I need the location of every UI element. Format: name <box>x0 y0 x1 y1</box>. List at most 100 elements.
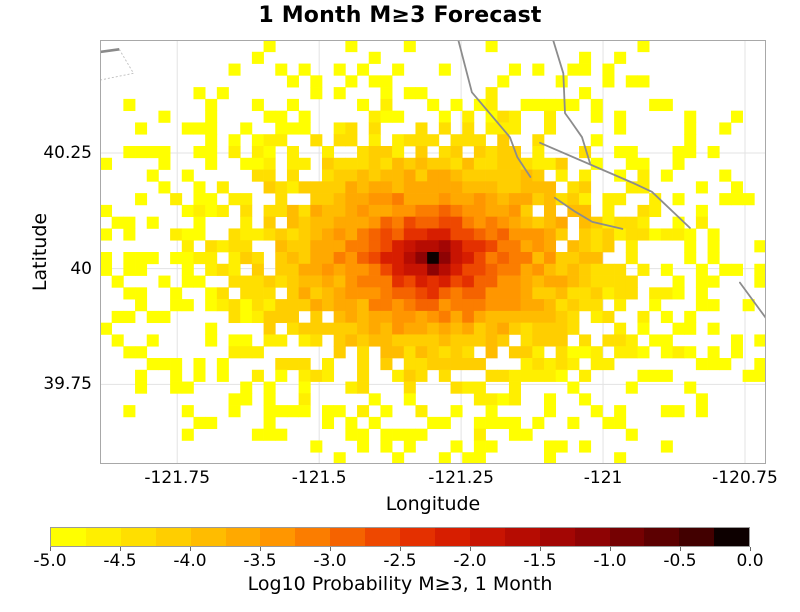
heat-cell <box>368 169 381 182</box>
heat-cell <box>345 299 358 312</box>
heat-cell <box>345 157 358 170</box>
heat-cell <box>427 287 440 300</box>
x-tick-label: -121.25 <box>428 468 494 488</box>
heat-cell <box>403 393 416 406</box>
heat-cell <box>707 228 720 241</box>
heat-cell <box>497 193 510 206</box>
heat-cell <box>719 358 732 371</box>
heat-cell <box>357 381 370 394</box>
heat-cell <box>380 334 393 347</box>
heat-cell <box>532 263 545 276</box>
heat-cell <box>544 263 557 276</box>
heat-cell <box>158 146 171 159</box>
heat-cell <box>473 416 486 430</box>
heat-cell <box>719 263 732 276</box>
heat-cell <box>672 228 685 241</box>
heat-cell <box>590 299 603 312</box>
heat-cell <box>100 228 113 241</box>
heat-cell <box>660 287 673 300</box>
heat-cell <box>123 263 136 276</box>
colorbar-tick-mark <box>49 547 51 551</box>
colorbar-segment <box>609 528 645 546</box>
heat-cell <box>392 287 405 300</box>
heat-cell <box>532 146 545 159</box>
heat-cell <box>590 275 603 288</box>
heat-cell <box>251 346 264 359</box>
heat-cell <box>625 287 638 300</box>
heat-cell <box>345 381 358 394</box>
heat-cell <box>111 275 124 288</box>
heat-cell <box>205 98 218 112</box>
heat-cell <box>251 252 264 265</box>
heat-cell <box>322 405 335 418</box>
heat-cell <box>473 193 486 206</box>
heat-cell <box>392 157 405 170</box>
colorbar-tick-mark <box>679 547 681 551</box>
heat-cell <box>473 98 486 112</box>
heat-cell <box>742 193 755 206</box>
heat-cell <box>544 122 557 135</box>
heat-cell <box>520 204 533 218</box>
heat-cell <box>380 87 393 100</box>
heat-cell <box>415 358 428 371</box>
heat-cell <box>123 98 136 112</box>
heat-cell <box>473 322 486 335</box>
heat-cell <box>672 405 685 418</box>
heat-cell <box>415 169 428 182</box>
heat-cell <box>532 287 545 300</box>
heat-cell <box>438 346 451 359</box>
heat-cell <box>275 252 288 265</box>
heat-cell <box>286 252 299 265</box>
heat-cell <box>567 287 580 300</box>
heat-cell <box>392 240 405 253</box>
heat-cell <box>100 263 113 276</box>
heat-cell <box>263 169 276 182</box>
heat-cell <box>520 193 533 206</box>
colorbar-segment <box>644 528 680 546</box>
heat-cell <box>333 181 346 194</box>
heat-cell <box>438 204 451 218</box>
heat-cell <box>625 240 638 253</box>
heat-cell <box>520 299 533 312</box>
heat-cell <box>427 358 440 371</box>
heat-cell <box>357 287 370 300</box>
heat-cell <box>345 416 358 430</box>
heat-cell <box>298 181 311 194</box>
heat-cell <box>263 310 276 324</box>
heat-cell <box>100 204 113 218</box>
heat-cell <box>567 240 580 253</box>
heat-cell <box>508 275 521 288</box>
heat-cell <box>403 369 416 382</box>
heat-cell <box>508 228 521 241</box>
heat-cell <box>193 369 206 382</box>
heat-cell <box>438 416 451 430</box>
heat-cell <box>333 275 346 288</box>
colorbar-segment <box>714 528 750 546</box>
heat-cell <box>298 381 311 394</box>
heat-cell <box>240 299 253 312</box>
heat-cell <box>415 405 428 418</box>
heat-cell <box>298 63 311 76</box>
heat-cell <box>497 369 510 382</box>
heat-cell <box>228 240 241 253</box>
heat-cell <box>357 240 370 253</box>
heat-cell <box>403 275 416 288</box>
heat-cell <box>170 228 183 241</box>
heat-cell <box>555 346 568 359</box>
heat-cell <box>579 51 592 64</box>
heat-cell <box>345 310 358 324</box>
heat-cell <box>544 204 557 218</box>
heat-cell <box>485 334 498 347</box>
heat-cell <box>473 252 486 265</box>
heat-cell <box>695 287 708 300</box>
heat-cell <box>579 334 592 347</box>
heat-cell <box>263 40 276 53</box>
heat-cell <box>403 40 416 53</box>
heat-cell <box>508 169 521 182</box>
y-tick-label: 40 <box>70 258 92 279</box>
heat-cell <box>216 287 229 300</box>
heat-cell <box>251 275 264 288</box>
heat-cell <box>508 240 521 253</box>
heat-cell <box>707 322 720 335</box>
heat-cell <box>497 393 510 406</box>
